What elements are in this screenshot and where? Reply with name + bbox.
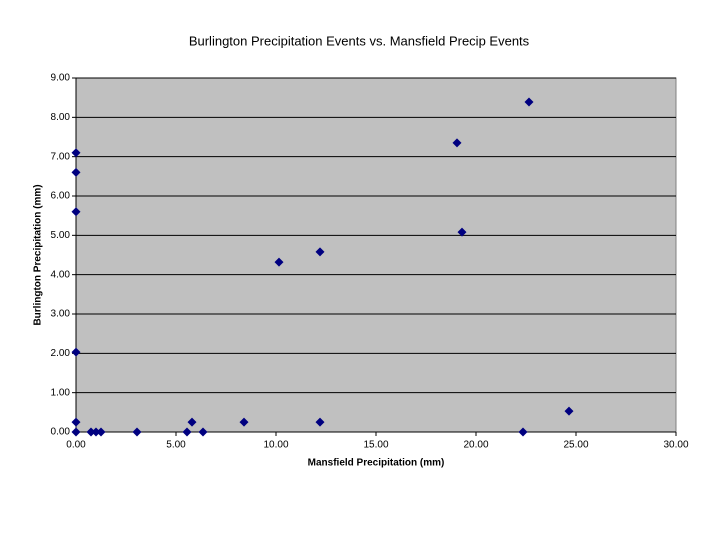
data-point: [182, 427, 192, 437]
data-point: [564, 406, 574, 416]
x-axis-title: Mansfield Precipitation (mm): [308, 458, 445, 469]
plot-area: [75, 77, 677, 433]
data-point: [198, 427, 208, 437]
y-tick-label: 7.00: [51, 151, 71, 162]
y-tick-label: 6.00: [51, 191, 71, 202]
data-point: [71, 347, 81, 357]
data-point: [86, 427, 96, 437]
data-point: [96, 427, 106, 437]
y-tick-label: 3.00: [51, 309, 71, 320]
data-point: [71, 148, 81, 158]
y-axis-title: Burlington Precipitation (mm): [33, 184, 44, 325]
data-point: [71, 207, 81, 217]
x-tick-label: 5.00: [166, 440, 186, 451]
y-tick-label: 4.00: [51, 269, 71, 280]
x-tick-label: 30.00: [663, 440, 688, 451]
y-tick-label: 1.00: [51, 387, 71, 398]
x-tick-label: 0.00: [66, 440, 86, 451]
data-point: [71, 417, 81, 427]
data-point: [524, 97, 534, 107]
data-point: [457, 227, 467, 237]
y-tick-label: 0.00: [51, 427, 71, 438]
y-tick-label: 9.00: [51, 73, 71, 84]
data-point: [91, 427, 101, 437]
data-point: [71, 167, 81, 177]
data-point: [132, 427, 142, 437]
data-point: [452, 138, 462, 148]
x-tick-label: 15.00: [363, 440, 388, 451]
chart-title: Burlington Precipitation Events vs. Mans…: [189, 33, 530, 48]
x-tick-label: 20.00: [463, 440, 488, 451]
y-tick-label: 8.00: [51, 112, 71, 123]
data-point: [187, 417, 197, 427]
data-point: [518, 427, 528, 437]
x-tick-label: 10.00: [263, 440, 288, 451]
x-tick-label: 25.00: [563, 440, 588, 451]
data-point: [71, 427, 81, 437]
y-tick-label: 5.00: [51, 230, 71, 241]
data-point: [239, 417, 249, 427]
data-point: [315, 247, 325, 257]
data-point: [274, 257, 284, 267]
y-tick-label: 2.00: [51, 348, 71, 359]
data-point: [315, 417, 325, 427]
